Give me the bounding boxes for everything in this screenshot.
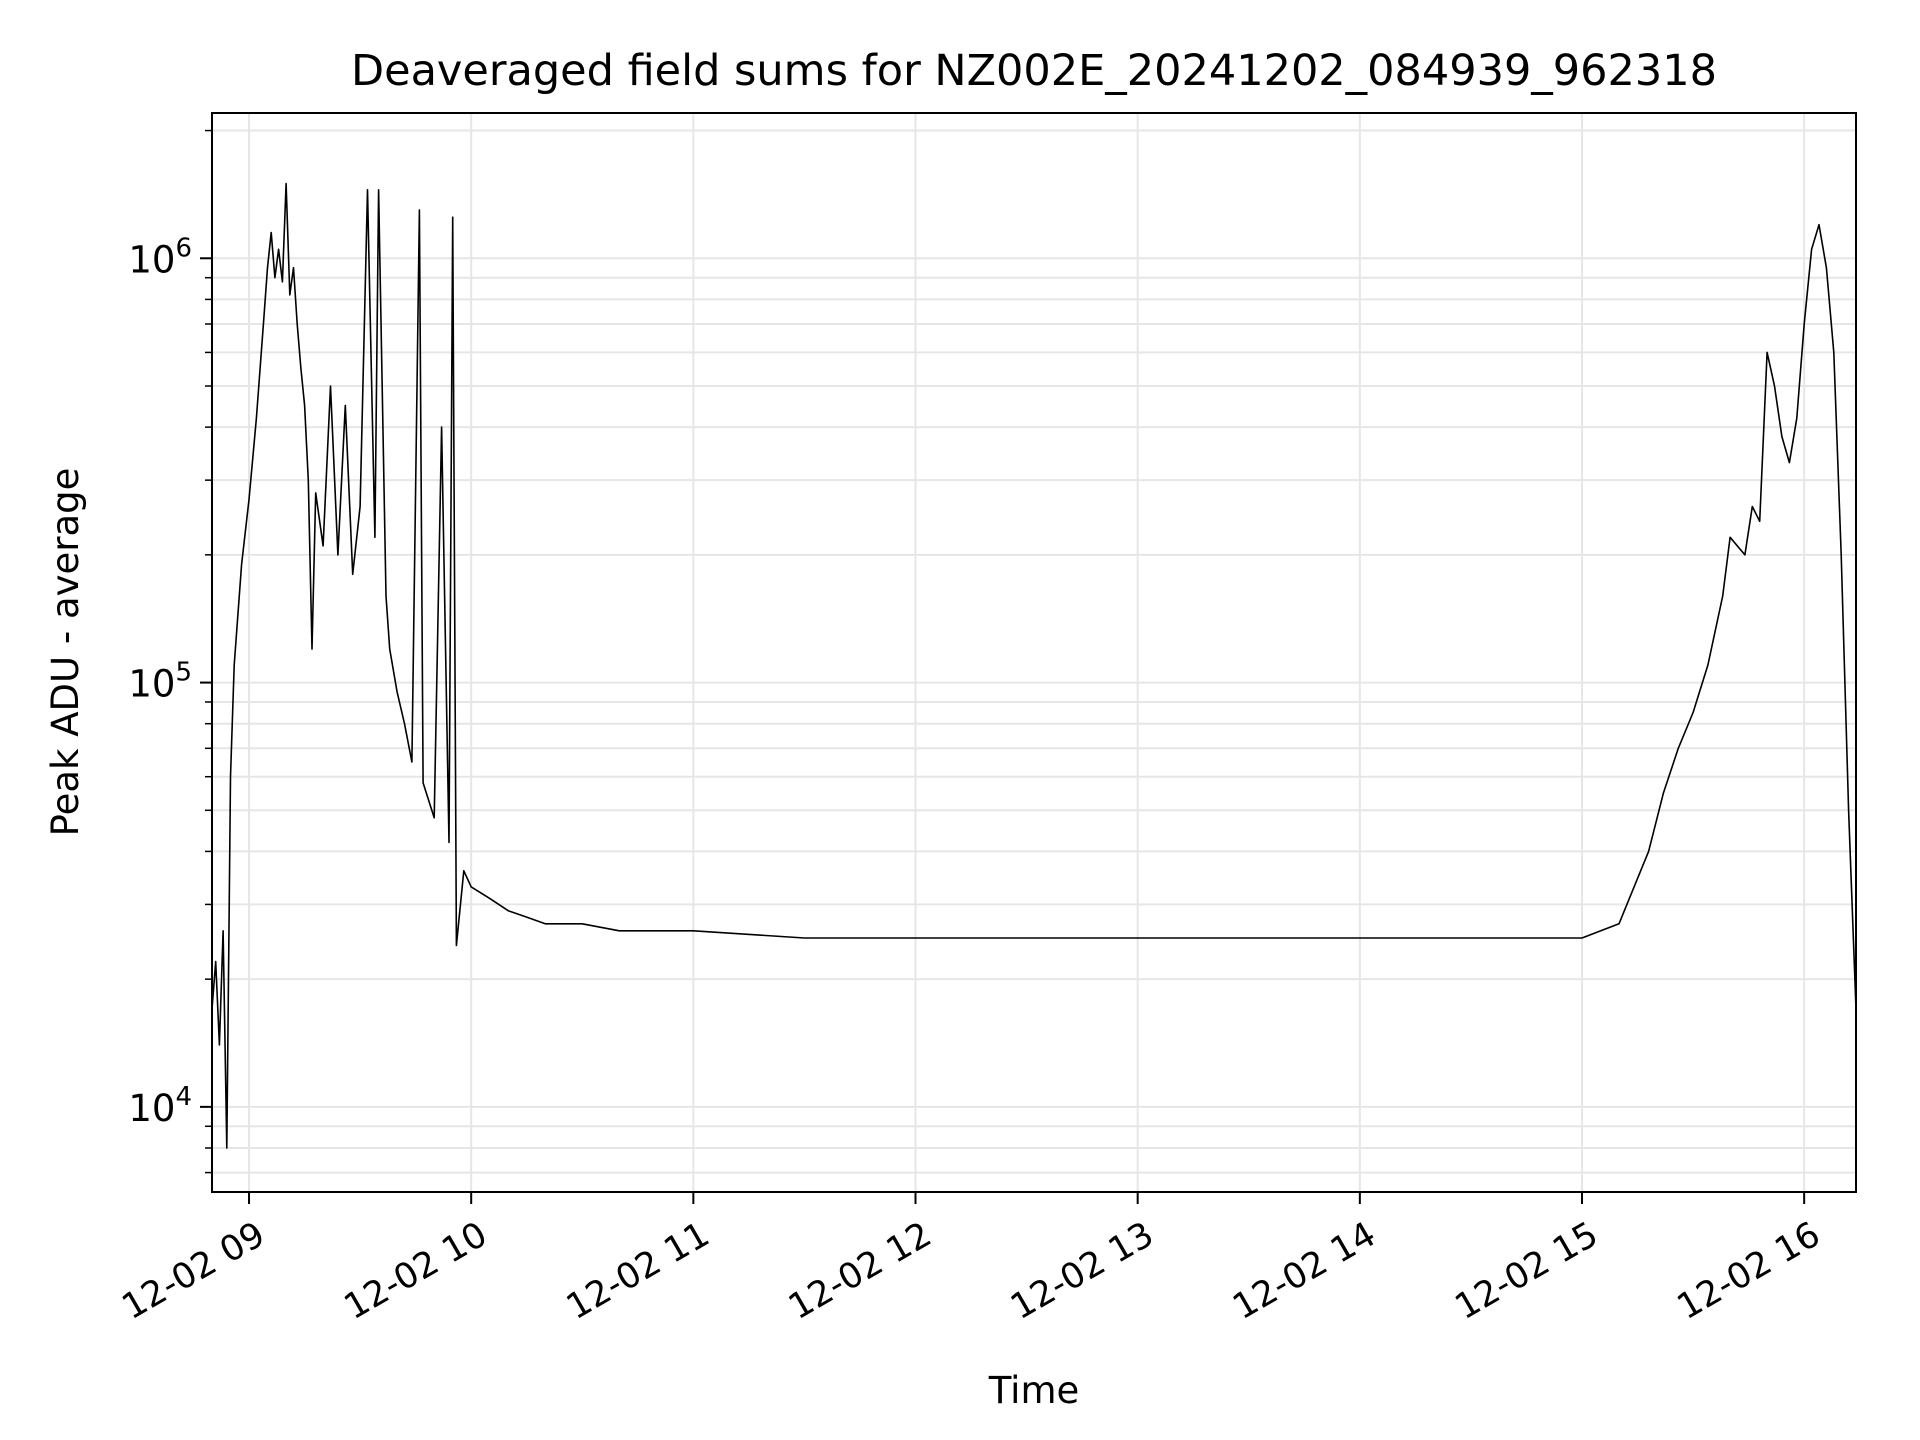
data-series (211, 182, 1857, 1149)
grid (212, 113, 1856, 1192)
chart-title: Deaveraged field sums for NZ002E_2024120… (351, 46, 1717, 96)
plot-area-frame (211, 112, 1857, 1193)
y-tick-label: 105 (128, 658, 192, 706)
y-axis-label: Peak ADU - average (44, 468, 87, 837)
x-axis-label: Time (988, 1369, 1080, 1412)
y-tick-label: 106 (128, 233, 192, 281)
series-line (211, 182, 1857, 1149)
y-tick-label: 104 (128, 1082, 192, 1130)
